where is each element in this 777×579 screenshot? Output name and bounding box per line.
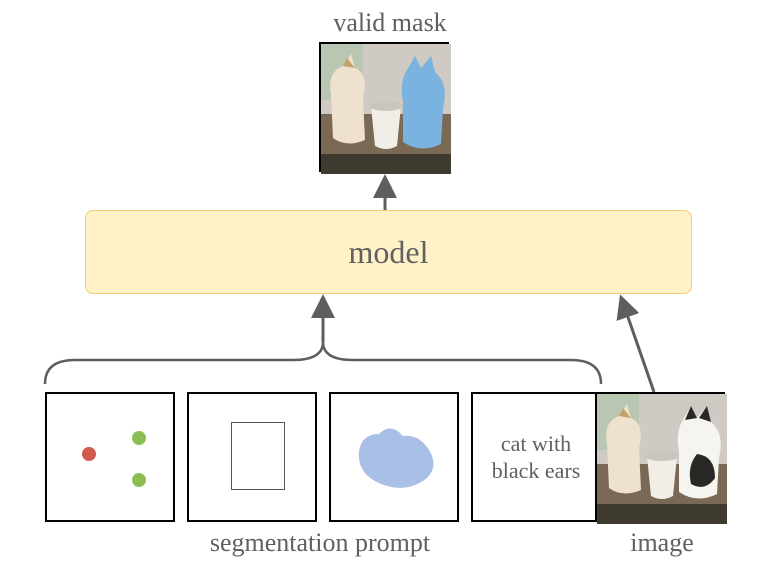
prompt-brace: [45, 342, 601, 384]
connectors-svg: [0, 0, 777, 579]
arrow-image-to-model: [622, 300, 654, 392]
